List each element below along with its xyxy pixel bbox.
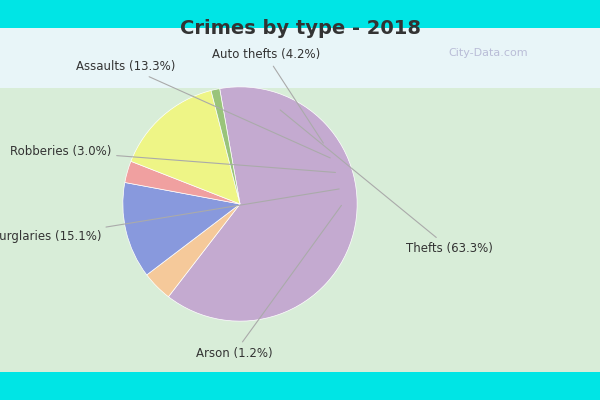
Text: Thefts (63.3%): Thefts (63.3%) — [280, 110, 493, 255]
Text: Crimes by type - 2018: Crimes by type - 2018 — [179, 18, 421, 38]
Text: Robberies (3.0%): Robberies (3.0%) — [10, 145, 335, 172]
Wedge shape — [125, 161, 240, 204]
Text: Burglaries (15.1%): Burglaries (15.1%) — [0, 189, 339, 243]
Text: Auto thefts (4.2%): Auto thefts (4.2%) — [212, 48, 323, 143]
Text: Assaults (13.3%): Assaults (13.3%) — [76, 60, 330, 158]
Wedge shape — [123, 182, 240, 275]
Wedge shape — [169, 87, 357, 321]
Wedge shape — [131, 90, 240, 204]
Text: City-Data.com: City-Data.com — [448, 48, 528, 58]
Text: Arson (1.2%): Arson (1.2%) — [196, 205, 341, 360]
Wedge shape — [147, 204, 240, 297]
Wedge shape — [211, 89, 240, 204]
